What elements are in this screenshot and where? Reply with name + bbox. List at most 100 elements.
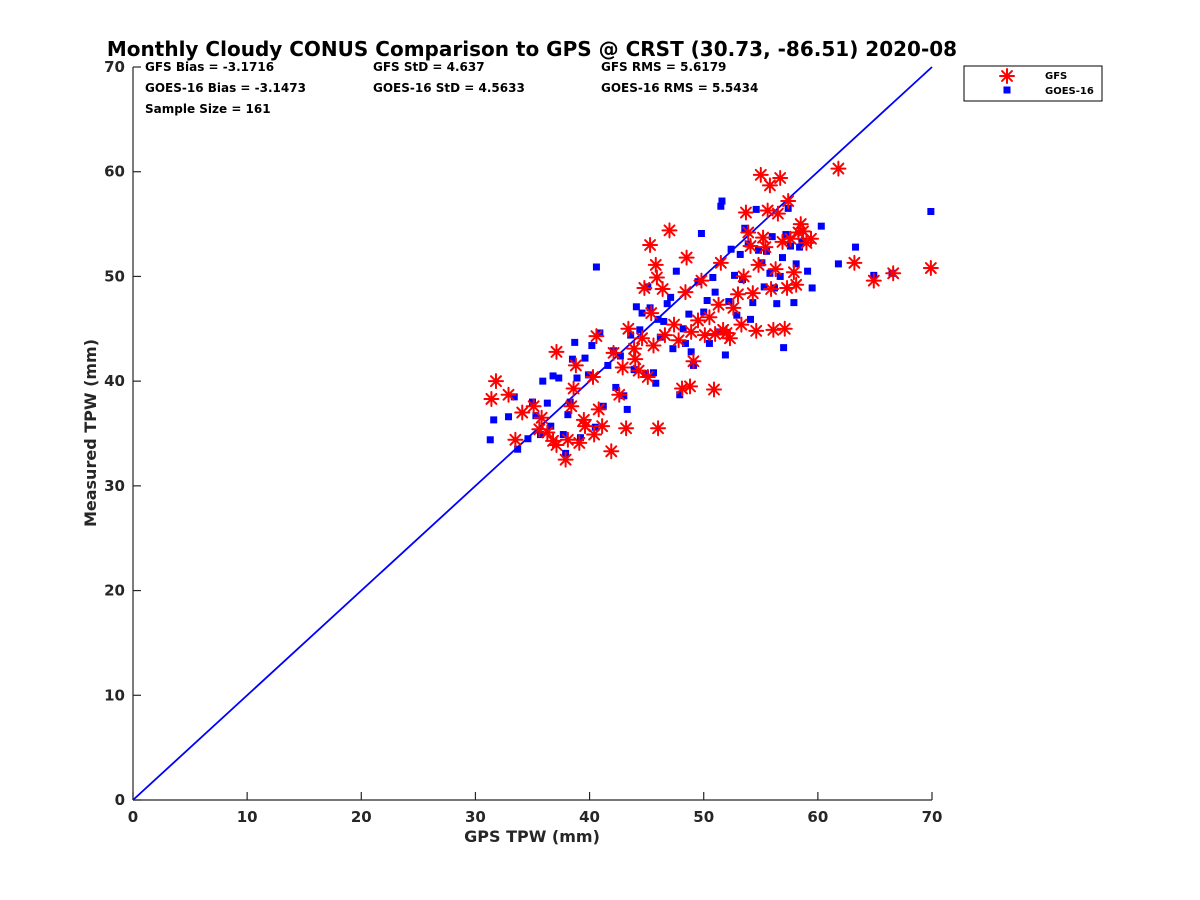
x-tick-label: 60 bbox=[807, 808, 828, 826]
goes16-point bbox=[612, 383, 620, 391]
gfs-point bbox=[618, 420, 635, 437]
statistics-annotations: GFS Bias = -3.1716 GFS StD = 4.637 GFS R… bbox=[145, 60, 758, 116]
gfs-point bbox=[588, 328, 605, 345]
x-axis-label: GPS TPW (mm) bbox=[464, 827, 600, 846]
gfs-point bbox=[559, 431, 576, 448]
x-tick-label: 30 bbox=[465, 808, 486, 826]
y-tick-label: 60 bbox=[104, 163, 125, 181]
gfs-point bbox=[701, 309, 718, 326]
goes16-point bbox=[747, 315, 755, 323]
x-tick-label: 10 bbox=[237, 808, 258, 826]
y-axis-label: Measured TPW (mm) bbox=[81, 339, 100, 527]
goes16-point bbox=[760, 283, 768, 291]
one-to-one-reference-line bbox=[132, 66, 933, 801]
goes16-point bbox=[776, 272, 784, 280]
gfs-series bbox=[483, 160, 939, 468]
gfs-point bbox=[656, 327, 673, 344]
goes16-point bbox=[694, 278, 702, 286]
goes-bias-text: GOES-16 Bias = -3.1473 bbox=[145, 81, 306, 95]
goes16-point bbox=[536, 431, 544, 439]
legend-gfs-marker bbox=[999, 68, 1015, 84]
goes16-point bbox=[749, 299, 757, 307]
goes16-point bbox=[591, 423, 599, 431]
gfs-point bbox=[567, 357, 584, 374]
gfs-point bbox=[755, 229, 772, 246]
goes16-point bbox=[604, 361, 612, 369]
gfs-point bbox=[636, 279, 653, 296]
gfs-point bbox=[487, 373, 504, 390]
goes16-point bbox=[638, 309, 646, 317]
goes16-point bbox=[636, 326, 644, 334]
goes16-point bbox=[804, 267, 812, 275]
gfs-point bbox=[765, 321, 782, 338]
gfs-point bbox=[763, 280, 780, 297]
axes-lines bbox=[132, 67, 932, 801]
legend: GFS GOES-16 bbox=[963, 65, 1103, 102]
goes16-point bbox=[717, 202, 725, 210]
gfs-point bbox=[693, 272, 710, 289]
goes16-point bbox=[486, 436, 494, 444]
x-tick-label: 40 bbox=[579, 808, 600, 826]
gfs-point bbox=[729, 286, 746, 303]
gfs-point bbox=[666, 316, 683, 333]
x-tick-label: 0 bbox=[128, 808, 138, 826]
gfs-bias-text: GFS Bias = -3.1716 bbox=[145, 60, 274, 74]
gfs-point bbox=[483, 390, 500, 407]
goes16-point bbox=[616, 352, 624, 360]
goes16-point bbox=[564, 411, 572, 419]
goes16-point bbox=[549, 372, 557, 380]
goes16-point bbox=[573, 374, 581, 382]
goes16-point bbox=[672, 267, 680, 275]
y-tick-label: 10 bbox=[104, 686, 125, 704]
goes16-point bbox=[808, 284, 816, 292]
gfs-point bbox=[780, 193, 797, 210]
y-tick-label: 70 bbox=[104, 58, 125, 76]
gfs-point bbox=[782, 230, 799, 247]
goes16-point bbox=[725, 298, 733, 306]
y-tick-label: 40 bbox=[104, 372, 125, 390]
goes16-point bbox=[514, 445, 522, 453]
goes16-point bbox=[731, 271, 739, 279]
goes16-point bbox=[762, 247, 770, 255]
goes16-point bbox=[768, 233, 776, 241]
gfs-point bbox=[733, 316, 750, 333]
goes16-point bbox=[588, 342, 596, 350]
goes-std-text: GOES-16 StD = 4.5633 bbox=[373, 81, 525, 95]
goes16-point bbox=[796, 243, 804, 251]
gfs-point bbox=[788, 276, 805, 293]
gfs-point bbox=[740, 224, 757, 241]
gfs-point bbox=[735, 268, 752, 285]
gfs-point bbox=[525, 398, 542, 415]
goes16-point bbox=[711, 288, 719, 296]
gfs-point bbox=[742, 238, 759, 255]
goes16-point bbox=[766, 269, 774, 277]
goes16-point bbox=[927, 208, 935, 216]
gfs-point bbox=[677, 284, 694, 301]
gfs-point bbox=[639, 368, 656, 385]
gfs-point bbox=[643, 305, 660, 322]
goes16-point bbox=[627, 331, 635, 339]
gfs-point bbox=[611, 386, 628, 403]
gfs-point bbox=[682, 378, 699, 395]
gfs-point bbox=[654, 280, 671, 297]
goes16-point bbox=[623, 405, 631, 413]
gfs-point bbox=[571, 434, 588, 451]
gfs-point bbox=[661, 222, 678, 239]
goes16-point bbox=[532, 412, 540, 420]
goes16-point bbox=[669, 345, 677, 353]
legend-box bbox=[963, 65, 1103, 102]
goes16-point bbox=[736, 250, 744, 258]
goes16-point bbox=[834, 260, 842, 268]
gfs-point bbox=[548, 343, 565, 360]
goes16-point bbox=[555, 374, 563, 382]
goes16-point bbox=[510, 393, 518, 401]
legend-goes-label: GOES-16 bbox=[1045, 86, 1094, 97]
y-tick-label: 30 bbox=[104, 477, 125, 495]
gfs-point bbox=[846, 254, 863, 271]
gfs-point bbox=[737, 204, 754, 221]
gfs-point bbox=[620, 320, 637, 337]
gfs-point bbox=[539, 424, 556, 441]
goes16-point bbox=[780, 344, 788, 352]
gfs-point bbox=[627, 351, 644, 368]
y-tick-label: 20 bbox=[104, 582, 125, 600]
